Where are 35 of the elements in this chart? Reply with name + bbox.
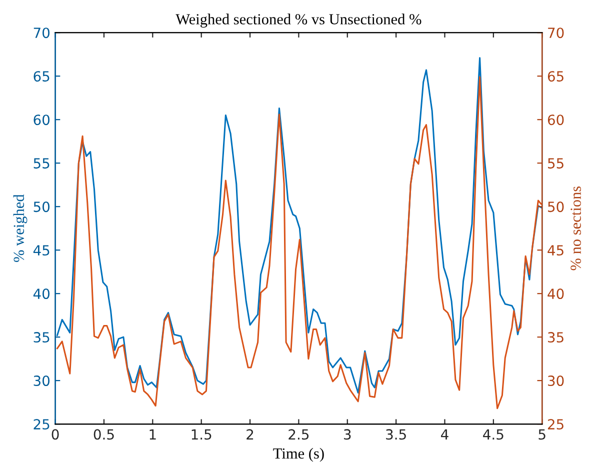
x-tick-label: 1 xyxy=(150,429,156,440)
y-tick-label: 25 xyxy=(34,419,50,430)
y-tick-label: 60 xyxy=(34,114,50,126)
y2-tick-label: 70 xyxy=(548,28,564,38)
y2-tick-label: 45 xyxy=(548,245,564,256)
y-axis-title: % weighed xyxy=(13,194,28,262)
y-tick-label: 30 xyxy=(34,376,50,386)
y-tick-label: 55 xyxy=(34,158,50,169)
x-tick-label: 2.5 xyxy=(288,429,309,440)
y-tick-label: 35 xyxy=(34,332,50,343)
y-tick-label: 50 xyxy=(34,202,50,212)
y2-tick-label: 30 xyxy=(548,376,564,386)
x-tick-label: 2 xyxy=(246,429,254,440)
y-tick-label: 65 xyxy=(34,71,50,82)
y2-tick-label: 55 xyxy=(548,158,564,169)
y-tick-label: 40 xyxy=(33,288,50,300)
x-tick-label: 3.5 xyxy=(386,429,406,440)
y2-tick-label: 35 xyxy=(548,332,564,343)
x-tick-label: 4.5 xyxy=(483,429,504,440)
x-tick-label: 4 xyxy=(441,429,448,440)
y2-tick-label: 25 xyxy=(548,419,564,430)
y2-tick-label: 65 xyxy=(548,71,564,82)
chart-title: Weighed sectioned % vs Unsectioned % xyxy=(176,14,422,28)
y2-axis-title: % no sections xyxy=(570,186,581,270)
y2-tick-label: 60 xyxy=(548,114,564,126)
y-tick-label: 70 xyxy=(34,28,50,38)
y2-tick-label: 40 xyxy=(548,288,564,300)
x-axis-title: Time (s) xyxy=(273,448,324,462)
x-tick-label: 1.5 xyxy=(192,429,212,440)
x-tick-label: 0 xyxy=(52,429,59,440)
x-tick-label: 0.5 xyxy=(94,429,114,440)
x-tick-label: 5 xyxy=(538,429,546,440)
x-tick-label: 3 xyxy=(344,429,351,440)
y2-tick-label: 50 xyxy=(548,202,564,212)
y-tick-label: 45 xyxy=(33,245,50,256)
